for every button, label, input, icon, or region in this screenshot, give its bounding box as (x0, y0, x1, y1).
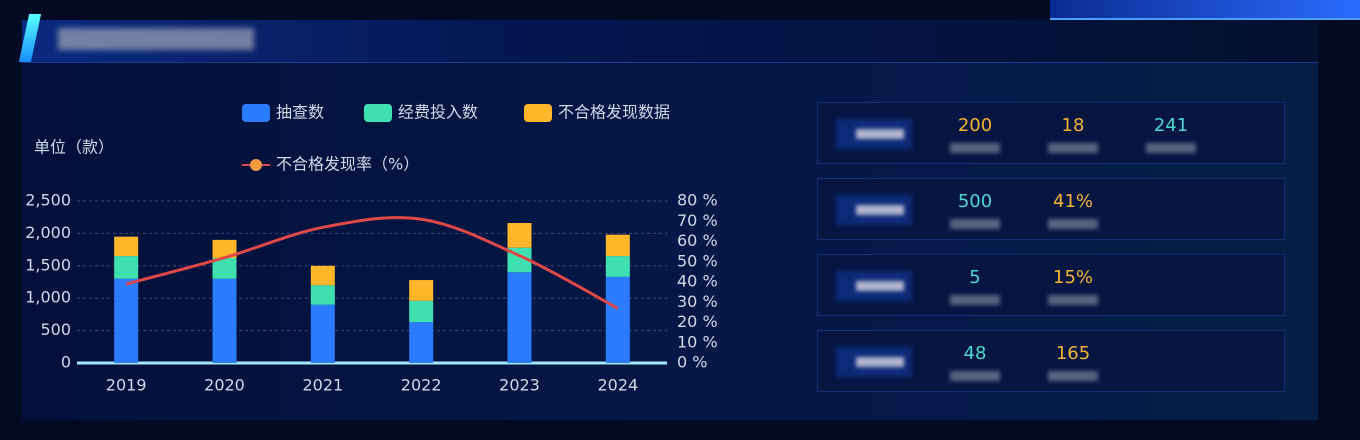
stat-value: 241 (1153, 115, 1189, 136)
top-banner (1050, 0, 1360, 20)
chart: 单位（款） 0 500 1,000 1,500 2,000 2,500 0 % 10 %20 … (25, 103, 718, 395)
y2-tick-label: 0 % (677, 353, 707, 372)
rate-line (125, 216, 619, 310)
y-tick-label: 2,500 (25, 191, 71, 210)
stat-label (836, 271, 912, 301)
y-tick-label: 0 (61, 353, 71, 372)
stat-label (836, 347, 912, 377)
stat-value: 200 (957, 115, 993, 136)
y2-tick-label: 10 % (677, 332, 718, 351)
bar-segment (507, 272, 532, 363)
stat-value: 18 (1061, 115, 1085, 136)
bar-segment (310, 265, 335, 286)
stat-value: 15% (1052, 267, 1094, 288)
bar-segment (310, 285, 335, 305)
y-tick-label: 2,000 (25, 223, 71, 242)
stat-card: 48 165 (817, 330, 1285, 392)
stat-value: 48 (963, 343, 987, 364)
x-tick-label: 2024 (597, 376, 638, 395)
y2-tick-label: 40 % (677, 272, 718, 291)
y-tick-label: 500 (40, 320, 71, 339)
bar-segment (212, 278, 237, 363)
bar-segment (114, 256, 139, 279)
legend-swatch (364, 104, 392, 122)
legend-label: 经费投入数 (398, 103, 478, 122)
stat-card: 500 41% (817, 178, 1285, 240)
legend-swatch (242, 104, 270, 122)
x-tick-label: 2022 (401, 376, 442, 395)
y2-tick-label: 20 % (677, 312, 718, 331)
bar-segment (212, 258, 237, 279)
header-title (58, 28, 254, 50)
stat-value: 165 (1055, 343, 1091, 364)
stat-caption (950, 295, 1000, 305)
y2-tick-label: 60 % (677, 231, 718, 250)
bar-segment (114, 236, 139, 257)
y-tick-label: 1,500 (25, 255, 71, 274)
legend-label: 不合格发现数据 (558, 103, 670, 122)
bar-segment (507, 223, 532, 248)
y2-tick-label: 70 % (677, 211, 718, 230)
bar-segment (605, 234, 630, 257)
x-tick-label: 2023 (499, 376, 540, 395)
stat-card: 5 15% (817, 254, 1285, 316)
stat-value: 500 (957, 191, 993, 212)
stat-caption (950, 219, 1000, 229)
stat-caption (1146, 143, 1196, 153)
stat-card: 200 18 241 (817, 102, 1285, 164)
bar-segment (212, 239, 237, 259)
y2-tick-label: 50 % (677, 251, 718, 270)
bar-segment (409, 300, 434, 323)
legend-label: 抽查数 (276, 103, 324, 122)
bar-segment (409, 280, 434, 301)
stat-value: 41% (1052, 191, 1094, 212)
unit-label: 单位（款） (34, 138, 114, 157)
x-tick-label: 2020 (204, 376, 245, 395)
bar-segment (605, 256, 630, 277)
legend-swatch (524, 104, 552, 122)
bar-segment (605, 276, 630, 363)
y2-tick-label: 30 % (677, 292, 718, 311)
bar-segment (409, 322, 434, 363)
bar-segment (114, 278, 139, 363)
stat-caption (1048, 219, 1098, 229)
x-tick-label: 2021 (302, 376, 343, 395)
stat-caption (950, 371, 1000, 381)
x-tick-label: 2019 (106, 376, 147, 395)
stat-caption (950, 143, 1000, 153)
y-tick-label: 1,000 (25, 288, 71, 307)
bar-segment (310, 304, 335, 363)
legend-marker (250, 159, 262, 171)
stat-caption (1048, 143, 1098, 153)
stat-label (836, 119, 912, 149)
stat-caption (1048, 371, 1098, 381)
stat-label (836, 195, 912, 225)
legend-label: 不合格发现率（%） (276, 155, 419, 174)
stat-caption (1048, 295, 1098, 305)
y2-tick-label: 80 % (677, 191, 718, 210)
stat-value: 5 (969, 267, 981, 288)
